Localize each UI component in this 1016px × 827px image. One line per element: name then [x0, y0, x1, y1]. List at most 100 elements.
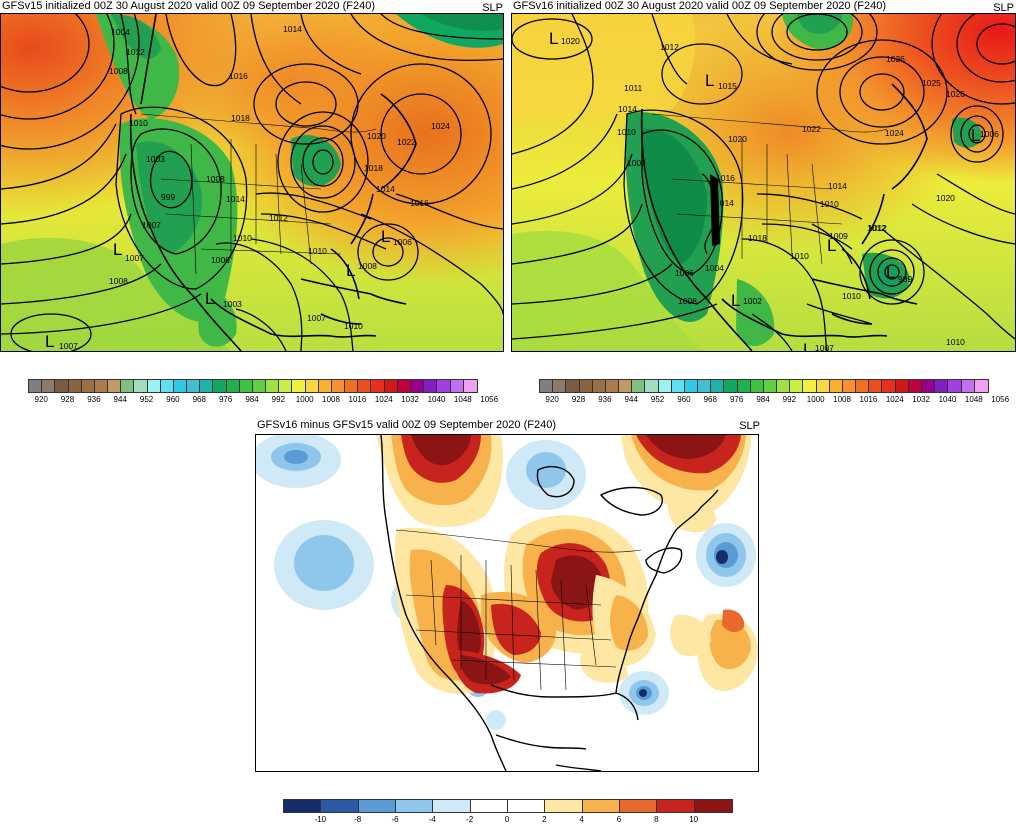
gfsv16-isobar-label: 1026 — [886, 54, 905, 64]
colorbar-swatch — [29, 380, 43, 392]
gfsv16-isobar-label: 1015 — [718, 81, 737, 91]
colorbar-tick-label: 944 — [624, 395, 638, 404]
colorbar-tick-label: 1024 — [374, 395, 393, 404]
colorbar-tick-label: 1024 — [885, 395, 904, 404]
colorbar-swatch — [829, 380, 843, 392]
colorbar-swatch — [331, 380, 346, 392]
difference-colorbar: -10 -8 -6 -4 -2 0 2 4 6 8 10 — [283, 799, 733, 827]
colorbar-swatch — [42, 380, 56, 392]
colorbar-tick-label: -2 — [466, 815, 474, 824]
colorbar-swatch — [321, 800, 359, 812]
colorbar-swatch — [284, 800, 322, 812]
colorbar-tick-label: 952 — [650, 395, 665, 404]
gfsv15-isobar-label: 1010 — [308, 246, 327, 256]
gfsv15-isobar-label: 1003 — [223, 299, 242, 309]
gfsv16-low-marker: L — [731, 291, 740, 310]
gfsv16-isobar-label: 1022 — [802, 124, 821, 134]
difference-variable: SLP — [739, 420, 760, 432]
colorbar-swatch — [777, 380, 791, 392]
colorbar-tick-label: 4 — [579, 815, 584, 824]
colorbar-swatch — [395, 800, 434, 812]
gfsv16-title: GFSv16 initialized 00Z 30 August 2020 va… — [513, 0, 887, 12]
colorbar-swatch — [121, 380, 135, 392]
colorbar-tick-label: 10 — [689, 815, 699, 824]
colorbar-swatch — [358, 800, 396, 812]
gfsv15-isobar-label: 1006 — [393, 237, 412, 247]
colorbar-swatch — [737, 380, 751, 392]
colorbar-swatch — [384, 380, 398, 392]
colorbar-swatch — [55, 380, 69, 392]
colorbar-swatch — [318, 380, 332, 392]
gfsv15-isobar-label: 1014 — [226, 194, 245, 204]
gfsv15-isobar-label: 1014 — [283, 24, 302, 34]
colorbar-swatch — [592, 380, 606, 392]
gfsv16-colorbar: 920 928 936 944 952 960 968 976 984 992 1000 1008 10… — [539, 379, 1009, 407]
gfsv15-isobar-label: 1007 — [307, 313, 326, 323]
colorbar-tick-label: 0 — [504, 815, 510, 824]
colorbar-swatch — [463, 380, 477, 392]
gfsv15-isobar-label: 1018 — [364, 163, 383, 173]
gfsv15-isobar-label: 1016 — [229, 71, 248, 81]
gfsv16-variable: SLP — [993, 2, 1014, 14]
colorbar-swatch — [545, 800, 583, 812]
gfsv15-colorbar-swatches — [28, 379, 478, 393]
colorbar-swatch — [869, 380, 883, 392]
colorbar-swatch — [239, 380, 253, 392]
colorbar-tick-label: 1000 — [806, 395, 825, 404]
gfsv16-colorbar-swatches — [539, 379, 989, 393]
gfsv16-isobar-label: 1012 — [660, 42, 679, 52]
colorbar-swatch — [856, 380, 870, 392]
gfsv15-isobar-label: 1022 — [397, 137, 416, 147]
gfsv15-isobar-label: 1024 — [431, 121, 450, 131]
colorbar-tick-label: 1016 — [348, 395, 367, 404]
colorbar-swatch — [540, 380, 554, 392]
colorbar-tick-label: 1000 — [295, 395, 314, 404]
gfsv16-isobar-label: 1010 — [842, 291, 861, 301]
colorbar-tick-label: 6 — [616, 815, 622, 824]
colorbar-swatch — [358, 380, 372, 392]
gfsv15-isobar-label: 1010 — [129, 118, 148, 128]
gfsv15-isobar-label: 1010 — [344, 321, 363, 331]
gfsv16-low-marker: L — [803, 340, 812, 351]
gfsv16-isobar-label: 1010 — [790, 251, 809, 261]
colorbar-tick-label: 976 — [729, 395, 744, 404]
gfsv15-isobar-label: 1007 — [59, 341, 78, 351]
colorbar-tick-label: 968 — [703, 395, 717, 404]
gfsv16-low-value: 1006 — [980, 129, 999, 139]
gfsv16-isobar-label: 1012 — [867, 223, 886, 233]
colorbar-swatch — [632, 380, 646, 392]
gfsv15-isobar-label: 1012 — [126, 47, 145, 57]
colorbar-swatch — [803, 380, 817, 392]
gfsv16-isobar-label: 1011 — [624, 83, 643, 93]
gfsv16-isobar-label: 1014 — [828, 181, 847, 191]
colorbar-swatch — [605, 380, 620, 392]
colorbar-swatch — [658, 380, 672, 392]
gfsv15-title: GFSv15 initialized 00Z 30 August 2020 va… — [2, 0, 376, 12]
colorbar-tick-label: 936 — [598, 395, 612, 404]
colorbar-swatch — [619, 380, 633, 392]
gfsv15-isobar-label: 1008 — [109, 276, 128, 286]
colorbar-swatch — [711, 380, 725, 392]
gfsv16-isobar-label: 1006 — [627, 158, 646, 168]
colorbar-tick-label: 960 — [677, 395, 691, 404]
gfsv15-isobar-label: 1012 — [269, 213, 288, 223]
colorbar-swatch — [371, 380, 385, 392]
colorbar-swatch — [424, 380, 438, 392]
colorbar-tick-label: 1016 — [859, 395, 878, 404]
colorbar-swatch — [397, 380, 411, 392]
colorbar-swatch — [81, 380, 95, 392]
colorbar-tick-label: 1032 — [912, 395, 931, 404]
colorbar-tick-label: 920 — [34, 395, 48, 404]
colorbar-tick-label: 992 — [271, 395, 286, 404]
difference-title: GFSv16 minus GFSv15 valid 00Z 09 Septemb… — [257, 419, 556, 431]
colorbar-swatch — [187, 380, 201, 392]
gfsv16-isobar-label: 1008 — [678, 296, 697, 306]
gfsv15-isobar-label: 1008 — [109, 66, 128, 76]
gfsv15-isobar-label: 1004 — [111, 27, 130, 37]
gfsv15-low-marker: L — [45, 332, 54, 351]
colorbar-swatch — [345, 380, 359, 392]
difference-colorbar-swatches — [283, 799, 733, 813]
colorbar-swatch — [94, 380, 109, 392]
colorbar-swatch — [200, 380, 214, 392]
colorbar-swatch — [68, 380, 82, 392]
